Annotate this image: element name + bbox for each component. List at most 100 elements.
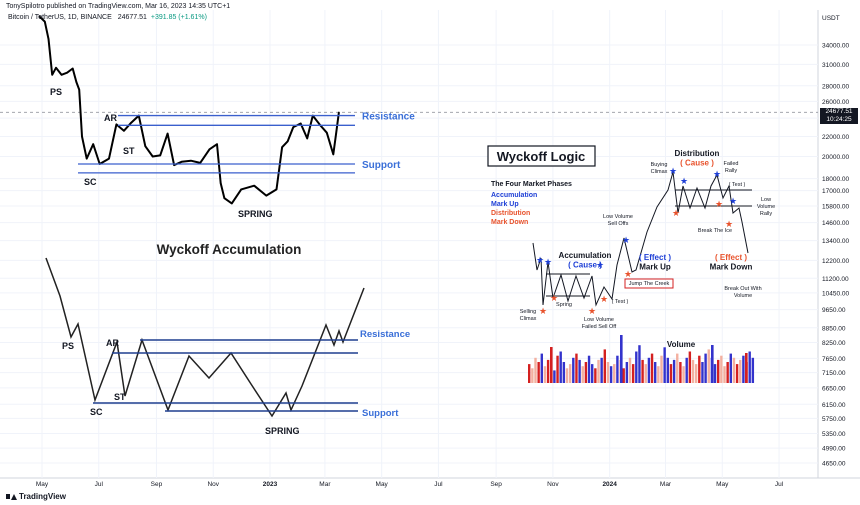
volume-bar — [647, 357, 651, 383]
volume-bar — [581, 366, 584, 383]
time-tick-label: Sep — [490, 481, 502, 488]
btc-price-point — [199, 162, 201, 164]
schematic-label-sc: SC — [90, 407, 103, 417]
price-change: +391.85 (+1.61%) — [150, 14, 207, 21]
btc-price-point — [275, 188, 278, 191]
btc-price-point — [240, 188, 242, 191]
btc-price-point — [130, 121, 133, 124]
time-tick-label: May — [716, 481, 729, 488]
logic-annotation-line: ( Cause ) — [680, 159, 714, 168]
price-tick-label: 4990.00 — [822, 446, 846, 453]
logic-annotation-line: Low — [761, 197, 771, 203]
logic-annotation-line: ( Effect ) — [639, 253, 671, 262]
price-tick-label: 12200.00 — [822, 258, 849, 265]
btc-price-series — [38, 15, 340, 205]
logic-title: Wyckoff Logic — [497, 149, 586, 164]
logic-annotation-line: Low Volume — [584, 317, 614, 323]
logic-annotation-line: Failed Sell Off — [582, 324, 617, 330]
tradingview-brand[interactable]: TradingView — [6, 492, 66, 501]
symbol-name: Bitcoin / TetherUS, 1D, BINANCE — [8, 14, 112, 21]
price-tick-label: 31000.00 — [822, 62, 849, 69]
symbol-line[interactable]: Bitcoin / TetherUS, 1D, BINANCE 24677.51… — [8, 14, 207, 21]
logic-annotation: Jump The Creek — [629, 281, 670, 287]
brand-name: TradingView — [19, 492, 66, 501]
volume-bar — [654, 362, 657, 383]
event-star: ★ — [550, 293, 558, 303]
volume-bar — [553, 370, 556, 383]
volume-bar — [641, 359, 644, 383]
volume-bar — [572, 357, 575, 383]
volume-bar — [531, 368, 534, 383]
schematic-title: Wyckoff Accumulation — [157, 242, 302, 257]
btc-price-point — [159, 154, 161, 157]
logic-annotation: Selling Climax — [520, 309, 537, 322]
btc-price-point — [51, 74, 53, 76]
logic-annotation: Low Volume Rally — [757, 197, 775, 217]
logic-annotation-line: Failed — [724, 161, 739, 167]
event-star: ★ — [624, 269, 632, 279]
logic-annotation: Buying Climax — [651, 162, 668, 175]
btc-price-point — [152, 155, 154, 158]
volume-bar — [650, 353, 654, 383]
volume-bar — [751, 357, 755, 383]
logic-annotation-line: Sell Offs — [608, 221, 629, 227]
logic-annotation-line: Rally — [760, 211, 772, 217]
price-tick-label: 8850.00 — [822, 325, 846, 332]
logic-distribution-range — [675, 189, 752, 207]
logic-annotation: Accumulation( Cause ) — [559, 251, 612, 270]
volume-bar — [723, 366, 726, 383]
volume-bar — [676, 353, 679, 383]
tradingview-logo-icon — [6, 493, 17, 500]
phase-label-st: ST — [123, 146, 135, 156]
volume-spike — [550, 347, 553, 383]
volume-bar — [717, 359, 720, 383]
logic-annotation-line: Buying — [651, 162, 668, 168]
price-tick-label: 13400.00 — [822, 238, 849, 245]
jump-creek-box — [624, 278, 674, 289]
volume-bar — [597, 359, 600, 383]
logic-annotation-line: ( Cause ) — [568, 261, 602, 270]
phase-label-sc: SC — [84, 177, 97, 187]
btc-price-point — [216, 143, 218, 145]
btc-price-point — [72, 67, 74, 70]
time-tick-label: Jul — [95, 481, 104, 488]
phase-name: Mark Down — [491, 219, 528, 226]
volume-bar — [600, 357, 603, 383]
phase-label-ps: PS — [50, 87, 62, 97]
logic-annotation-line: Mark Up — [639, 263, 671, 272]
btc-price-point — [85, 157, 88, 160]
price-tick-label: 7650.00 — [822, 356, 846, 363]
volume-bar — [698, 355, 701, 383]
volume-bar — [666, 357, 669, 383]
volume-bar — [543, 366, 547, 383]
logic-annotation-line: Break Out With — [724, 286, 761, 292]
last-price: 24677.51 — [117, 14, 147, 21]
btc-price-point — [326, 131, 328, 134]
volume-bar — [540, 353, 543, 383]
logic-annotation-line: ( Effect ) — [715, 253, 747, 262]
volume-bar — [568, 364, 572, 383]
volume-bar — [638, 345, 641, 383]
logic-annotation-line: Volume — [667, 340, 696, 349]
schematic-label-ps: PS — [62, 341, 74, 351]
btc-price-point — [190, 160, 192, 162]
logic-annotation: ( Test ) — [729, 182, 746, 188]
time-tick-label: May — [36, 481, 49, 488]
logic-annotation-line: Accumulation — [559, 251, 612, 260]
volume-bar — [631, 364, 635, 383]
volume-bar — [635, 351, 638, 383]
volume-bar — [613, 364, 616, 383]
volume-bar — [663, 347, 666, 383]
volume-bar — [726, 362, 729, 383]
volume-bar — [685, 357, 688, 383]
schematic-label-spring: SPRING — [265, 426, 300, 436]
price-tick-label: 20000.00 — [822, 154, 849, 161]
volume-bar — [742, 355, 745, 383]
volume-bar — [625, 362, 629, 383]
btc-price-point — [286, 140, 289, 142]
price-axis-unit: USDT — [822, 15, 840, 22]
btc-price-point — [55, 67, 57, 69]
volume-spike — [745, 353, 748, 383]
btc-price-point — [265, 194, 267, 197]
price-tick-label: 4650.00 — [822, 461, 846, 468]
